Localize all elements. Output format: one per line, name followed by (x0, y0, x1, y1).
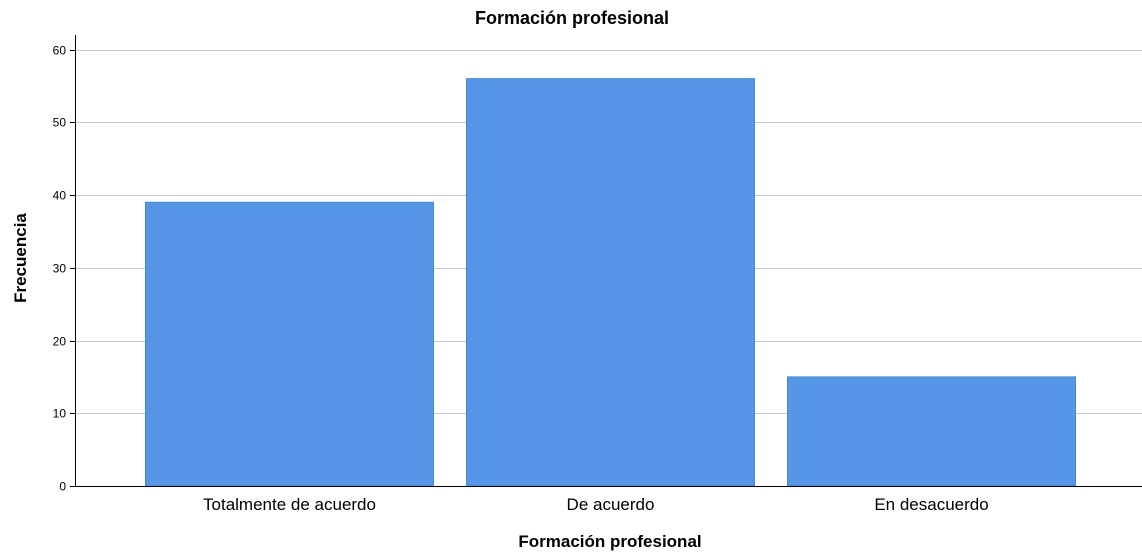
x-tick-label: De acuerdo (567, 495, 655, 514)
y-tick-label: 60 (53, 44, 67, 58)
x-axis-label: Formación profesional (518, 532, 701, 551)
y-tick-label: 0 (59, 480, 66, 494)
y-tick-label: 40 (53, 189, 67, 203)
axes (75, 35, 1142, 487)
bar-2 (787, 376, 1076, 487)
x-tick-label: En desacuerdo (874, 495, 988, 514)
y-axis-label: Frecuencia (11, 213, 30, 303)
bar-0 (145, 201, 434, 487)
chart-title: Formación profesional (475, 8, 669, 28)
y-tick-label: 30 (53, 262, 67, 276)
y-tick-label: 20 (53, 335, 67, 349)
y-tick-label: 50 (53, 116, 67, 130)
x-tick-label: Totalmente de acuerdo (203, 495, 376, 514)
bar-1 (466, 78, 755, 487)
y-tick-label: 10 (53, 407, 67, 421)
y-tick-labels: 0 10 20 30 40 50 60 (53, 44, 75, 494)
bars (145, 78, 1076, 487)
x-tick-labels: Totalmente de acuerdo De acuerdo En desacu… (203, 495, 989, 514)
